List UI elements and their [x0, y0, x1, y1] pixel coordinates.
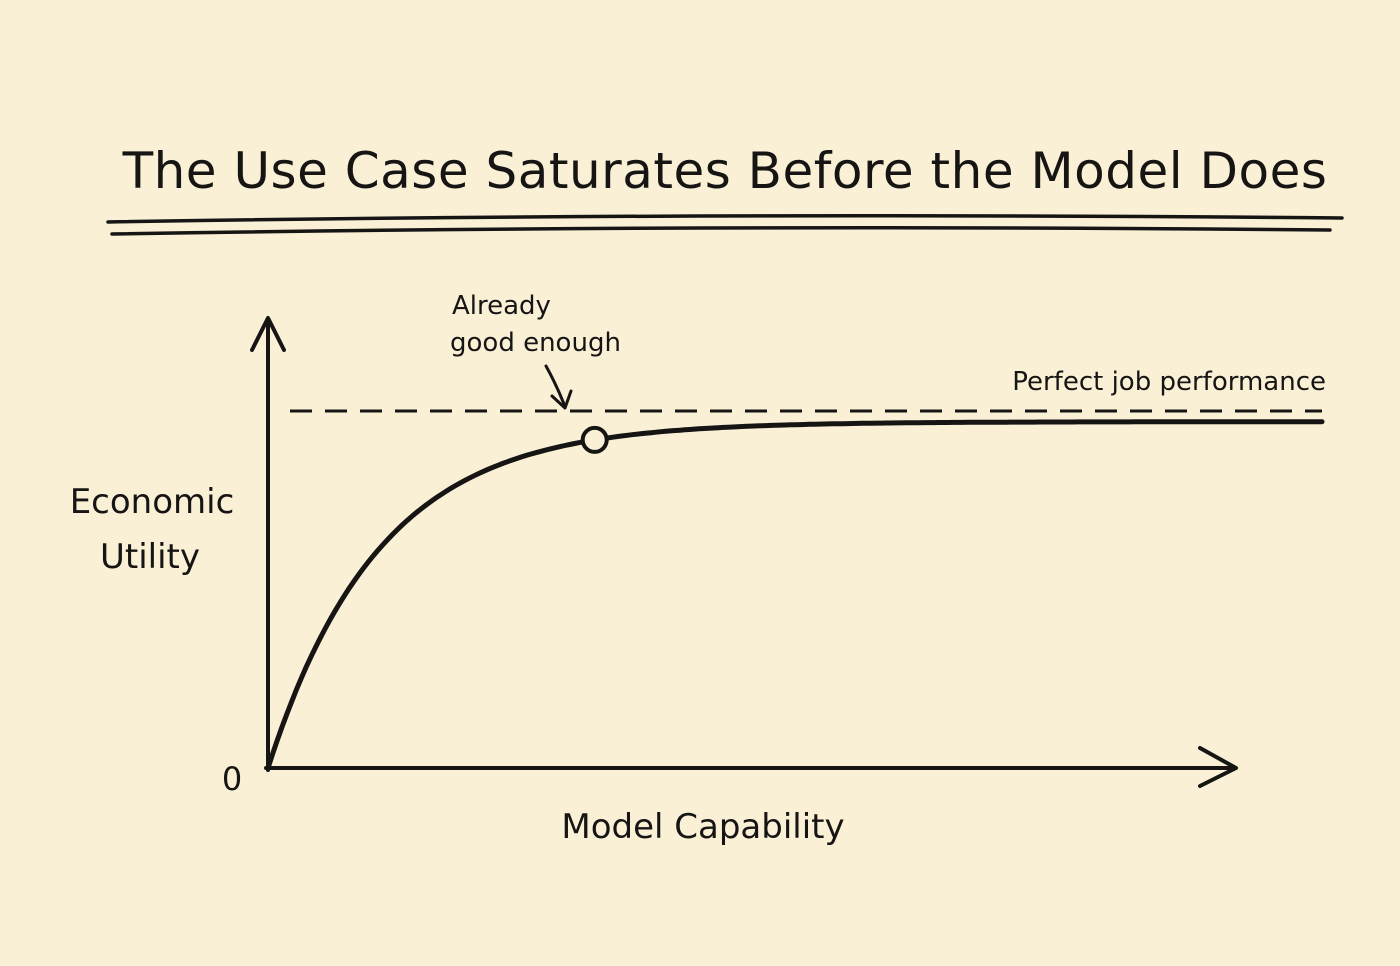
- chart-title: The Use Case Saturates Before the Model …: [122, 142, 1328, 200]
- utility-curve: [265, 419, 1325, 771]
- annotation-line-2: good enough: [450, 328, 621, 358]
- y-axis-label-line-1: Economic: [70, 482, 235, 522]
- y-axis-label-line-2: Utility: [100, 537, 200, 577]
- origin-label: 0: [222, 760, 242, 798]
- title-underline-bottom: [110, 226, 1332, 236]
- x-axis-arrow-icon: [1198, 746, 1238, 788]
- y-axis-arrow-icon: [250, 316, 286, 352]
- good-enough-marker: [580, 425, 609, 454]
- annotation-line-1: Already: [452, 291, 551, 321]
- x-axis-label: Model Capability: [561, 807, 844, 847]
- reference-line-label: Perfect job performance: [1012, 367, 1326, 397]
- title-underline-top: [106, 214, 1344, 224]
- annotation-arrow-head-icon: [550, 389, 573, 410]
- annotation-arrow-shaft: [544, 364, 566, 406]
